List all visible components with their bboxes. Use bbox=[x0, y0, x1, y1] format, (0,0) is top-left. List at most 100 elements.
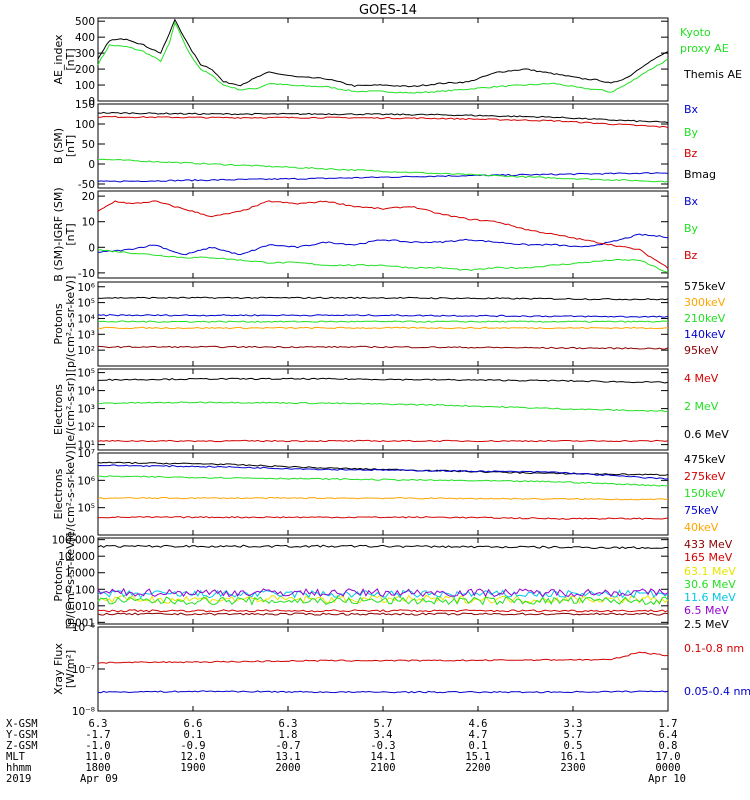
legend-entry: By bbox=[684, 126, 699, 139]
legend-entry: 2.5 MeV bbox=[684, 618, 729, 631]
y-axis-label: [W/m²] bbox=[64, 650, 77, 688]
series-line-140kev bbox=[97, 314, 669, 318]
y-tick-label: 0.100 bbox=[65, 584, 95, 596]
y-axis-label: [e/(cm²-s-sr-keV)] bbox=[64, 446, 77, 542]
series-line-2-mev bbox=[97, 401, 669, 413]
y-tick-label: 100.000 bbox=[52, 535, 95, 547]
y-axis-label: Protons bbox=[52, 560, 65, 601]
y-tick-label: 500 bbox=[75, 16, 95, 28]
series-line-by bbox=[98, 158, 669, 183]
legend-entry: 0.1-0.8 nm bbox=[684, 642, 744, 655]
series-line-575kev bbox=[97, 296, 669, 301]
series-line-4-mev bbox=[97, 439, 669, 443]
bottom-row-label: hhmm bbox=[6, 762, 31, 774]
bottom-cell: -1.7 bbox=[85, 729, 110, 741]
legend-entry: 11.6 MeV bbox=[684, 591, 736, 604]
legend-entry: 0.05-0.4 nm bbox=[684, 685, 750, 698]
legend-entry: 75keV bbox=[684, 504, 719, 517]
y-tick-label: 20 bbox=[82, 191, 95, 203]
bottom-cell: 12.0 bbox=[180, 751, 205, 763]
bottom-cell: 1.8 bbox=[279, 729, 298, 741]
legend-entry: Bz bbox=[684, 249, 698, 262]
y-tick-label: 10² bbox=[77, 345, 95, 357]
y-tick-label: 0 bbox=[88, 96, 95, 108]
legend-entry: Kyoto bbox=[680, 26, 711, 39]
y-tick-label: 200 bbox=[75, 64, 95, 76]
y-tick-label: 0.010 bbox=[65, 601, 95, 613]
panel-frame bbox=[97, 281, 669, 367]
legend-entry: Bz bbox=[684, 147, 698, 160]
legend-entry: 165 MeV bbox=[684, 551, 733, 564]
y-tick-label: 10⁵ bbox=[77, 503, 95, 515]
legend-entry: 300keV bbox=[684, 296, 726, 309]
y-axis-label: AE_index bbox=[52, 34, 65, 85]
series-line-by bbox=[97, 249, 669, 273]
legend-entry: 0.6 MeV bbox=[684, 428, 729, 441]
bottom-row-label: MLT bbox=[6, 751, 26, 763]
y-tick-label: 100 bbox=[75, 119, 95, 131]
series-line-bmag bbox=[97, 111, 669, 124]
panel-frame bbox=[97, 17, 669, 102]
series-line-165-mev bbox=[97, 609, 669, 613]
panel-frame bbox=[97, 103, 669, 189]
y-tick-label: 300 bbox=[75, 48, 95, 60]
y-tick-label: -50 bbox=[78, 179, 95, 191]
legend-entry: 275keV bbox=[684, 470, 726, 483]
y-axis-label: [nT] bbox=[64, 223, 77, 245]
y-tick-label: 10⁵ bbox=[77, 368, 95, 380]
y-tick-label: 10 bbox=[82, 217, 95, 229]
series-line-0-1-0-8-nm bbox=[97, 651, 669, 664]
y-tick-label: -10 bbox=[78, 268, 95, 280]
bottom-cell: 4.6 bbox=[469, 718, 488, 730]
panel-2: -50 0 50 100 150 B (SM) [nT] Bx By Bz Bmag bbox=[52, 99, 716, 191]
y-tick-label: 0.001 bbox=[65, 617, 95, 629]
legend-entry: 433 MeV bbox=[684, 538, 733, 551]
bottom-cell: 2100 bbox=[370, 762, 395, 774]
series-line-63-1-mev bbox=[97, 594, 669, 604]
y-axis-label: Xray Flux bbox=[52, 643, 65, 695]
y-tick-label: 10³ bbox=[77, 404, 95, 416]
bottom-cell: 5.7 bbox=[374, 718, 393, 730]
bottom-cell: 0.5 bbox=[564, 740, 583, 752]
series-line-2-5-mev bbox=[97, 544, 668, 550]
y-tick-label: 10² bbox=[77, 422, 95, 434]
series-line-275kev bbox=[97, 516, 669, 520]
bottom-cell: 13.1 bbox=[275, 751, 300, 763]
y-axis-label: Electrons bbox=[52, 384, 65, 435]
bottom-cell: -0.3 bbox=[370, 740, 395, 752]
legend-entry: Themis AE bbox=[683, 68, 742, 81]
legend-entry: 63.1 MeV bbox=[684, 565, 736, 578]
bottom-cell: 0.1 bbox=[469, 740, 488, 752]
y-tick-label: 10⁷ bbox=[77, 448, 95, 460]
y-axis-label: Electrons bbox=[52, 468, 65, 519]
series-line-bz bbox=[97, 115, 669, 129]
series-line-bx bbox=[97, 172, 669, 183]
panel-frame bbox=[97, 626, 669, 712]
y-axis-label: [nT] bbox=[64, 48, 77, 70]
panel-5: 10¹ 10² 10³ 10⁴ 10⁵ Electrons [e/(cm²-s-sr)] 4 … bbox=[52, 368, 729, 452]
bottom-cell: 1.7 bbox=[659, 718, 678, 730]
panel-7: 0.001 0.010 0.100 1.000 10.000 100.000 Protons… bbox=[52, 533, 737, 631]
chart-title: GOES-14 bbox=[359, 3, 417, 18]
y-tick-label: 10⁵ bbox=[77, 298, 95, 310]
legend-entry: 40keV bbox=[684, 521, 719, 534]
y-tick-label: 10⁻⁸ bbox=[72, 706, 95, 718]
series-line-433-mev bbox=[97, 612, 669, 616]
series-line-kyoto-proxy-ae bbox=[97, 21, 669, 94]
y-tick-label: 100 bbox=[75, 80, 95, 92]
y-tick-label: 10⁶ bbox=[77, 282, 95, 294]
y-axis-label: [e/(cm²-s-sr)] bbox=[64, 373, 77, 446]
series-line-75kev bbox=[97, 464, 669, 480]
y-tick-label: 10⁻⁶ bbox=[72, 622, 95, 634]
bottom-cell: 1800 bbox=[85, 762, 110, 774]
bottom-cell: Apr 09 bbox=[80, 773, 118, 785]
panel-frame bbox=[97, 452, 669, 536]
series-line-40kev bbox=[97, 496, 669, 501]
y-tick-label: 10¹ bbox=[77, 440, 95, 452]
y-axis-label: B (SM)-IGRF (SM) bbox=[52, 187, 65, 281]
series-line-0-05-0-4-nm bbox=[97, 690, 669, 694]
y-tick-label: 10⁴ bbox=[77, 313, 95, 325]
legend-entry: 475keV bbox=[684, 453, 726, 466]
